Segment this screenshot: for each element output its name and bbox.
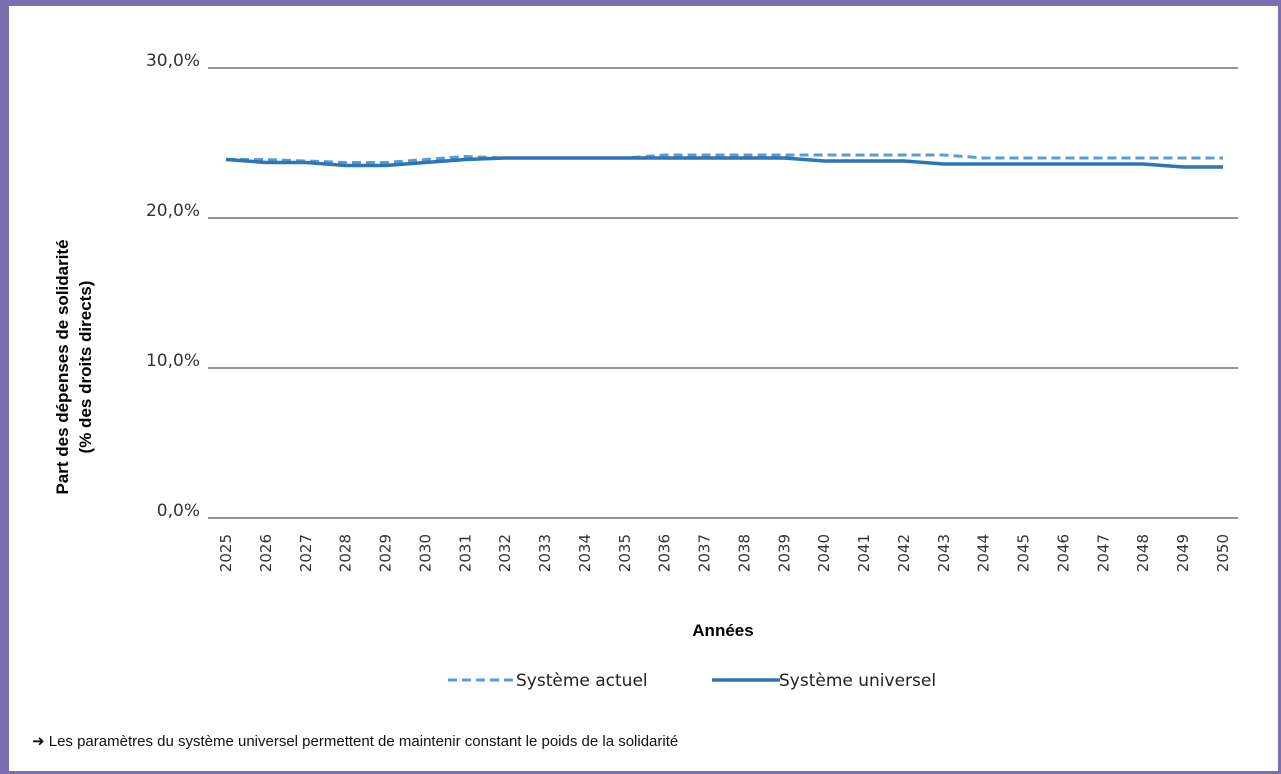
x-tick-label: 2042 <box>895 534 913 572</box>
y-tick-label: 30,0% <box>146 51 200 71</box>
x-axis-ticks: 2025 2026 2027 2028 2029 2030 2031 2032 2033 2034… <box>217 534 1232 572</box>
x-tick-label: 2040 <box>815 534 833 572</box>
x-tick-label: 2050 <box>1214 534 1232 572</box>
legend: Système actuel Système universel <box>448 671 936 691</box>
x-tick-label: 2035 <box>616 534 634 572</box>
footnote: ➜ Les paramètres du système universel pe… <box>32 733 679 750</box>
y-axis-title-line1: Part des dépenses de solidarité <box>53 239 72 494</box>
x-tick-label: 2033 <box>536 534 554 572</box>
x-tick-label: 2045 <box>1015 534 1033 572</box>
x-tick-label: 2039 <box>775 534 793 572</box>
x-tick-label: 2049 <box>1174 534 1192 572</box>
series-lines <box>225 153 1223 169</box>
y-axis-title-line2: (% des droits directs) <box>76 281 95 454</box>
x-tick-label: 2043 <box>935 534 953 572</box>
x-tick-label: 2030 <box>416 534 434 572</box>
x-tick-label: 2026 <box>257 534 275 572</box>
legend-label: Système actuel <box>516 671 648 691</box>
x-tick-label: 2041 <box>855 534 873 572</box>
x-tick-label: 2036 <box>656 534 674 572</box>
y-tick-label: 20,0% <box>146 201 200 221</box>
x-tick-label: 2025 <box>217 534 235 572</box>
series-line-syst-me-universel <box>225 156 1223 169</box>
y-tick-label: 10,0% <box>146 351 200 371</box>
x-tick-label: 2038 <box>735 534 753 572</box>
x-tick-label: 2034 <box>576 534 594 572</box>
x-tick-label: 2029 <box>377 534 395 572</box>
x-tick-label: 2048 <box>1134 534 1152 572</box>
x-axis-title: Années <box>692 621 753 640</box>
x-tick-label: 2028 <box>337 534 355 572</box>
x-tick-label: 2031 <box>456 534 474 572</box>
x-tick-label: 2044 <box>975 534 993 572</box>
series-line-syst-me-actuel <box>226 153 1223 164</box>
legend-label: Système universel <box>779 671 936 691</box>
y-axis-ticks: 0,0% 10,0% 20,0% 30,0% <box>146 51 200 521</box>
x-tick-label: 2046 <box>1054 534 1072 572</box>
x-tick-label: 2032 <box>496 534 514 572</box>
y-tick-label: 0,0% <box>157 501 200 521</box>
x-tick-label: 2037 <box>696 534 714 572</box>
gridlines <box>208 67 1238 519</box>
x-tick-label: 2027 <box>297 534 315 572</box>
x-tick-label: 2047 <box>1094 534 1112 572</box>
